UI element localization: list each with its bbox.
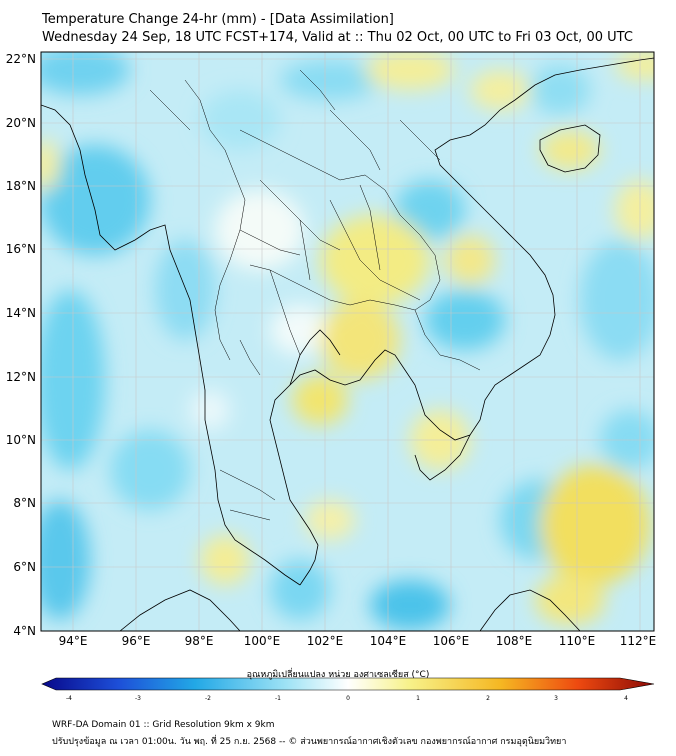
lat-label: 16°N [6, 242, 36, 256]
colorbar-tick: 2 [486, 695, 490, 702]
graticule [41, 52, 654, 631]
colorbar-tick: 4 [624, 695, 628, 702]
chart-title: Temperature Change 24-hr (mm) - [Data As… [42, 12, 394, 27]
colorbar-tick: 1 [416, 695, 420, 702]
lat-label: 18°N [6, 179, 36, 193]
lon-label: 102°E [307, 634, 344, 648]
footer-credit: ปรับปรุงข้อมูล ณ เวลา 01:00น. วัน พฤ. ที… [52, 737, 567, 747]
lon-label: 108°E [496, 634, 533, 648]
lat-label: 20°N [6, 116, 36, 130]
lat-label: 10°N [6, 433, 36, 447]
colorbar-tick: 3 [554, 695, 558, 702]
footer-domain: WRF-DA Domain 01 :: Grid Resolution 9km … [52, 720, 275, 730]
lat-label: 4°N [13, 624, 36, 638]
colorbar-tick: -1 [275, 695, 281, 702]
lat-label: 22°N [6, 52, 36, 66]
lat-label: 8°N [13, 496, 36, 510]
temperature-field [41, 52, 654, 631]
province-borders [149, 69, 481, 521]
lon-label: 96°E [122, 634, 151, 648]
lon-label: 100°E [244, 634, 281, 648]
colorbar: -4 -3 -2 -1 0 1 2 3 4 [41, 677, 655, 702]
coastlines [41, 57, 654, 631]
lat-label: 6°N [13, 560, 36, 574]
colorbar-tick: -4 [66, 695, 72, 702]
colorbar-tick: -3 [135, 695, 141, 702]
lon-axis: 94°E 96°E 98°E 100°E 102°E 104°E 106°E 1… [59, 634, 657, 648]
lon-label: 98°E [185, 634, 214, 648]
lat-axis: 22°N 20°N 18°N 16°N 14°N 12°N 10°N 8°N 6… [6, 52, 36, 638]
chart-subtitle: Wednesday 24 Sep, 18 UTC FCST+174, Valid… [42, 30, 633, 45]
map-frame [40, 51, 655, 632]
lon-label: 106°E [433, 634, 470, 648]
lat-label: 14°N [6, 306, 36, 320]
lat-label: 12°N [6, 370, 36, 384]
lon-label: 94°E [59, 634, 88, 648]
colorbar-tick: 0 [346, 695, 350, 702]
lon-label: 104°E [370, 634, 407, 648]
colorbar-label: อุณหภูมิเปลี่ยนแปลง หน่วย องศาเซลเซียส (… [246, 670, 430, 680]
lon-label: 110°E [559, 634, 596, 648]
colorbar-tick: -2 [205, 695, 211, 702]
lon-label: 112°E [620, 634, 657, 648]
